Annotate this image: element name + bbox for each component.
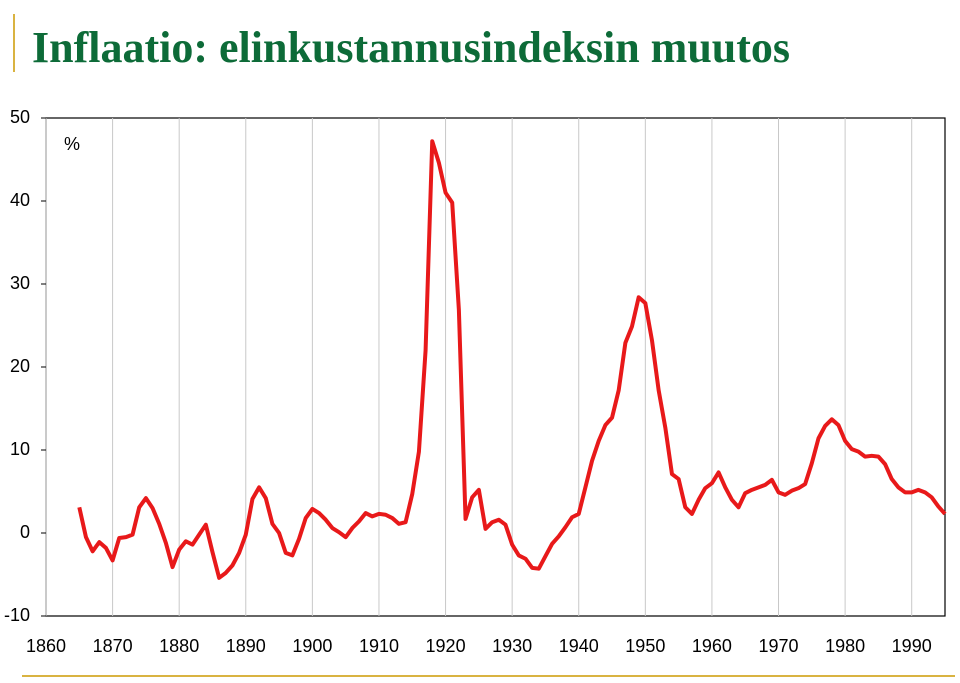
x-tick-label: 1990	[892, 636, 932, 656]
x-tick-label: 1970	[758, 636, 798, 656]
line	[77, 139, 947, 580]
x-tick-label: 1880	[159, 636, 199, 656]
y-tick-label: 10	[10, 439, 30, 459]
x-tick-label: 1870	[93, 636, 133, 656]
x-tick-label: 1980	[825, 636, 865, 656]
x-tick-label: 1940	[559, 636, 599, 656]
y-tick-label: -10	[4, 605, 30, 625]
x-tick-label: 1860	[26, 636, 66, 656]
y-tick-label: 30	[10, 273, 30, 293]
y-tick-label: 20	[10, 356, 30, 376]
x-tick-label: 1900	[292, 636, 332, 656]
chart-title: Inflaatio: elinkustannusindeksin muutos	[32, 23, 790, 72]
x-tick-label: 1890	[226, 636, 266, 656]
x-tick-label: 1920	[426, 636, 466, 656]
plot-frame	[45, 117, 946, 617]
y-tick-label: 40	[10, 190, 30, 210]
y-tick-label: 50	[10, 107, 30, 127]
x-tick-label: 1930	[492, 636, 532, 656]
y-tick-label: 0	[20, 522, 30, 542]
unit-annotation: %	[64, 134, 80, 154]
x-tick-label: 1910	[359, 636, 399, 656]
x-tick-label: 1950	[625, 636, 665, 656]
x-tick-label: 1960	[692, 636, 732, 656]
